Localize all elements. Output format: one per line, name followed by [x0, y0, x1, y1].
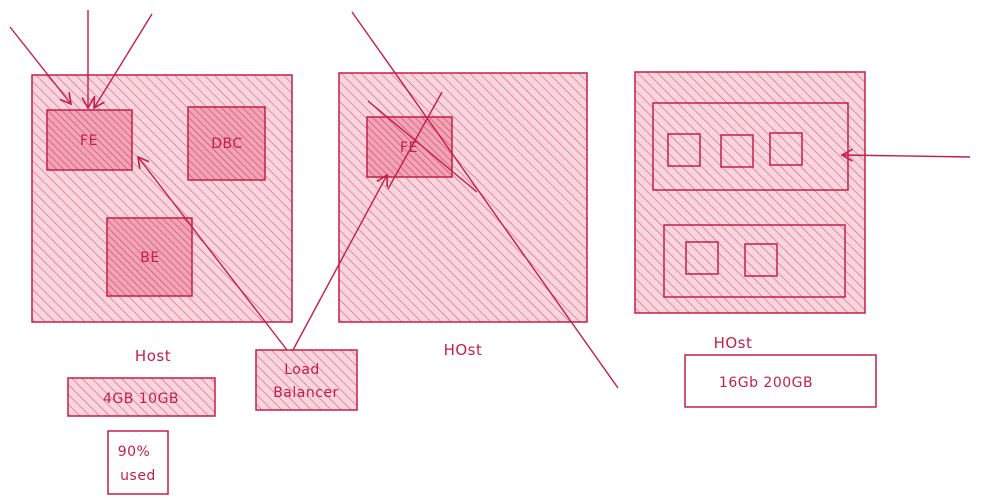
host-1-usage: 90% used [107, 430, 169, 495]
arrow-load-balancer-to-host-1-fe [136, 155, 288, 351]
host-1-fe: FE [46, 109, 133, 171]
host-1-specs: 4GB 10GB [67, 377, 216, 417]
host-1-dbc-label: DBC [211, 136, 242, 152]
load-balancer: Load Balancer [255, 349, 358, 411]
host-2-fe: FE [366, 116, 453, 178]
host-3: HOst 16Gb 200GB [634, 71, 877, 408]
host-1-fe-label: FE [80, 133, 98, 149]
host-2: FE HOst [338, 72, 588, 359]
load-balancer-line1: Load [284, 362, 320, 378]
host-1-usage-line1: 90% [118, 444, 151, 460]
host-3-slot [744, 243, 778, 277]
host-1-specs-text: 4GB 10GB [103, 391, 179, 407]
connectors [9, 10, 971, 389]
host-2-fe-label: FE [400, 140, 418, 156]
cross-out-line-diag [367, 100, 478, 193]
host-3-lower-group [663, 224, 846, 298]
host-2-label: HOst [444, 341, 483, 359]
host-3-specs: 16Gb 200GB [684, 354, 877, 408]
host-3-slot [685, 241, 719, 275]
arrow-into-host-3-upper-group [840, 148, 971, 162]
host-3-slot [720, 134, 754, 168]
host-3-label: HOst [714, 334, 753, 352]
host-3-slot [667, 133, 701, 167]
host-1-label: Host [135, 347, 171, 365]
host-3-specs-text: 16Gb 200GB [719, 375, 813, 391]
host-1-usage-line2: used [120, 468, 156, 484]
arrow-into-host-1-fe-left [9, 26, 73, 106]
host-3-slot [769, 132, 803, 166]
host-1-be: BE [106, 217, 193, 297]
host-1-dbc: DBC [187, 106, 266, 181]
host-2-box [338, 72, 588, 323]
host-1: FE DBC BE Host 4GB 10GB 90% used [31, 74, 293, 495]
arrow-into-host-1-fe-right [93, 13, 153, 110]
host-3-upper-group [652, 102, 849, 191]
host-1-be-label: BE [140, 250, 159, 266]
cross-out-line-long [351, 11, 619, 389]
cross-out-line-short [387, 91, 443, 190]
load-balancer-line2: Balancer [273, 385, 339, 401]
arrow-load-balancer-to-host-2-fe [292, 173, 388, 351]
